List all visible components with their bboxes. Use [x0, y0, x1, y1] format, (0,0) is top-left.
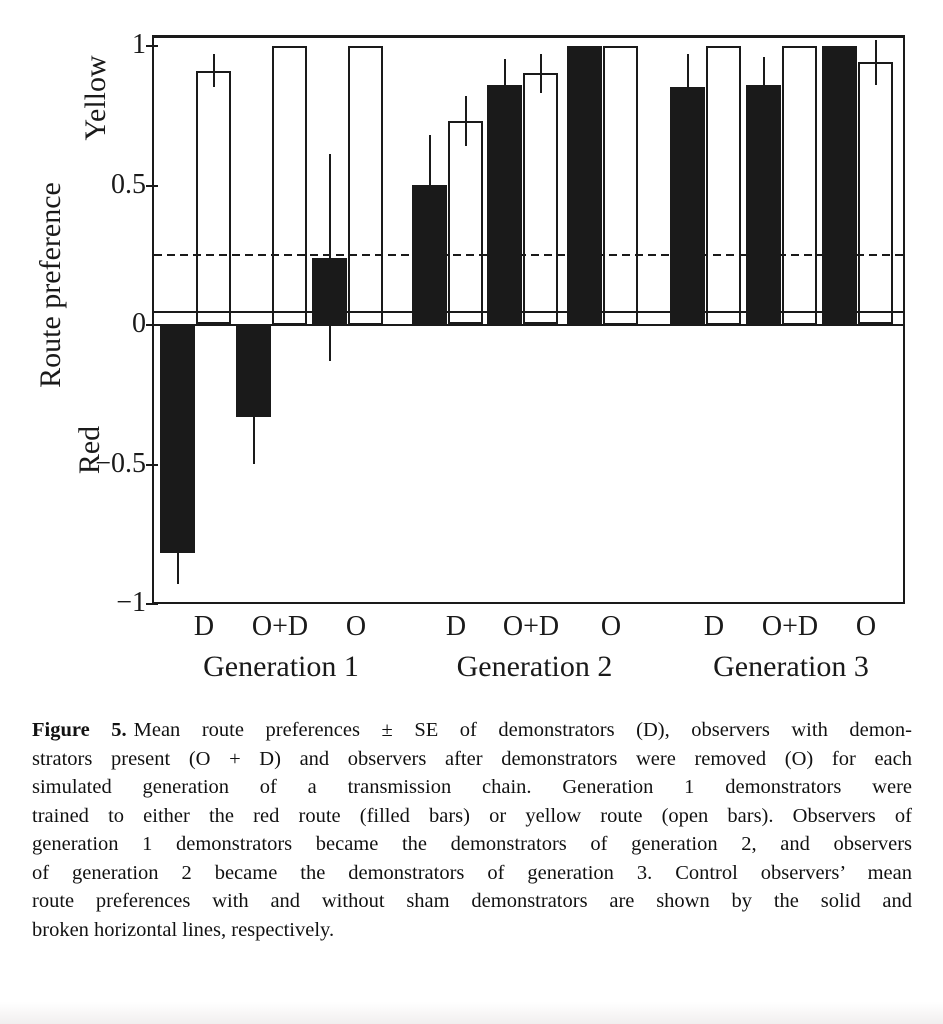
plot-area: [154, 38, 903, 602]
x-axis-condition-label: O+D: [502, 611, 560, 642]
figure-number-label: Figure 5.: [32, 719, 127, 741]
bar-open-O: [603, 45, 638, 325]
error-bar-open-O+D: [539, 53, 542, 93]
bar-open-O+D: [782, 45, 817, 325]
error-bar-filled-D: [686, 53, 689, 121]
bar-open-D: [706, 45, 741, 325]
bar-filled-O: [822, 45, 857, 325]
error-bar-filled-O+D: [252, 369, 255, 464]
x-axis-group-label: Generation 3: [713, 650, 869, 683]
bar-open-D: [448, 120, 483, 325]
reference-line-solid: [154, 310, 903, 313]
y-tick-label: 0: [132, 308, 146, 340]
x-axis-condition-label: O: [345, 611, 367, 642]
caption-line: of generation 2 became the demonstrators…: [32, 861, 912, 884]
caption-line: trained to either the red route (filled …: [32, 804, 912, 827]
error-bar-open-D: [464, 95, 467, 146]
bar-filled-D: [670, 87, 705, 325]
y-tick-label: 0.5: [111, 168, 146, 200]
page-bottom-gradient: [0, 1002, 943, 1024]
y-axis-tick: [146, 45, 158, 47]
error-bar-filled-D: [428, 134, 431, 236]
caption-line: simulated generation of a transmission c…: [32, 776, 912, 798]
y-tick-label: 1: [132, 29, 146, 61]
figure-caption: Figure 5. Mean route preferences ± SE of …: [32, 716, 912, 944]
x-axis-condition-label: D: [703, 611, 725, 642]
bar-open-O: [858, 62, 893, 325]
bar-filled-O+D: [487, 84, 522, 325]
caption-line: generation 1 demonstrators became the de…: [32, 833, 912, 855]
y-tick-label: −0.5: [95, 447, 146, 479]
y-tick-label: −1: [116, 587, 146, 619]
bar-open-O+D: [272, 45, 307, 325]
y-axis-tick: [146, 463, 158, 466]
y-axis-title: Route preference: [34, 182, 67, 388]
bar-filled-D: [160, 324, 195, 554]
caption-line: strators present (O + D) and observers a…: [32, 747, 912, 770]
plot-frame: [152, 35, 905, 604]
x-axis-condition-label: O+D: [761, 611, 819, 642]
error-bar-open-O: [874, 39, 877, 85]
bar-filled-O+D: [746, 84, 781, 325]
bar-filled-O: [567, 45, 602, 325]
x-axis-condition-label: O+D: [251, 611, 309, 642]
x-axis-group-label: Generation 1: [203, 650, 359, 683]
caption-line: Figure 5. Mean route preferences ± SE of …: [32, 716, 912, 745]
y-axis-tick: [146, 603, 158, 605]
caption-line: route preferences with and without sham …: [32, 890, 912, 912]
caption-line: broken horizontal lines, respectively.: [32, 918, 335, 941]
caption-text: Mean route preferences ± SE of demonstra…: [133, 719, 912, 741]
x-axis-condition-label: D: [445, 611, 467, 642]
bar-open-D: [196, 70, 231, 325]
y-axis-upper-label: Yellow: [79, 55, 112, 141]
bar-open-O+D: [523, 73, 558, 325]
reference-line-dashed: [154, 253, 903, 256]
x-axis-group-label: Generation 2: [456, 650, 613, 683]
x-axis-condition-label: D: [193, 611, 215, 642]
error-bar-filled-D: [176, 522, 179, 584]
bar-open-O: [348, 45, 383, 325]
error-bar-filled-O+D: [503, 59, 506, 110]
error-bar-filled-O: [328, 154, 331, 361]
x-axis-condition-label: O: [855, 611, 877, 642]
y-axis-tick: [146, 324, 158, 326]
x-axis-condition-label: O: [600, 611, 622, 642]
y-axis-tick: [146, 184, 158, 187]
error-bar-filled-O+D: [762, 56, 765, 113]
error-bar-open-D: [212, 53, 215, 88]
zero-axis-line: [154, 323, 903, 326]
